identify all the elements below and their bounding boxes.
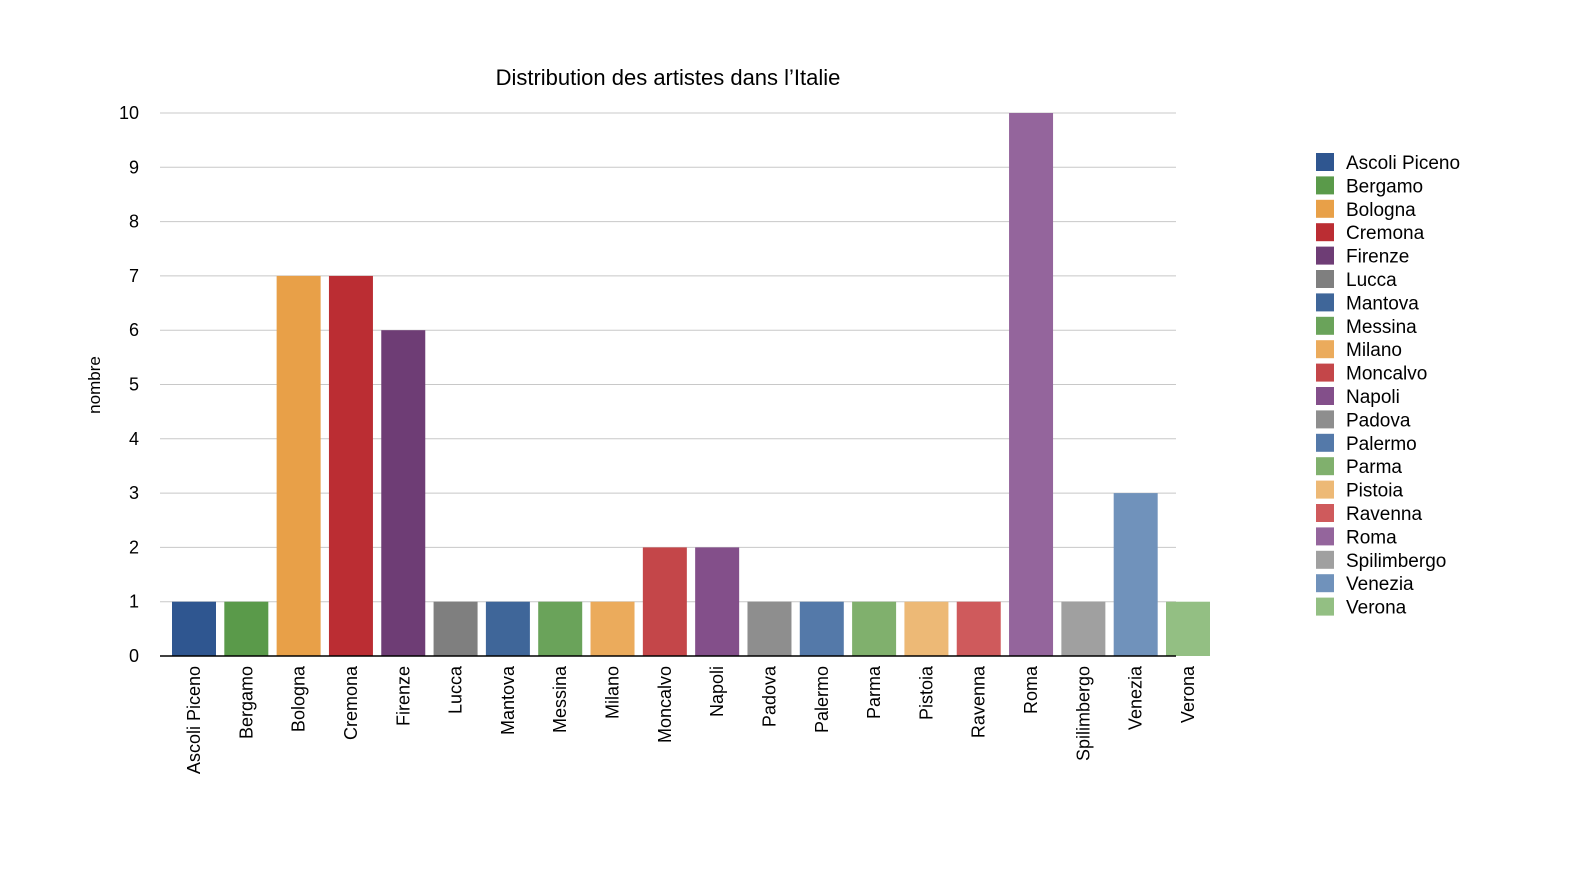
bar-venezia [1113, 493, 1158, 656]
y-tick-label: 3 [129, 483, 139, 503]
x-tick-label: Napoli [707, 666, 727, 717]
y-tick-label: 5 [129, 375, 139, 395]
bar-firenze [381, 330, 426, 656]
bar-lucca [433, 601, 478, 656]
bar-palermo [799, 601, 844, 656]
legend-label: Ascoli Piceno [1346, 153, 1460, 174]
legend-label: Lucca [1346, 270, 1397, 291]
legend-swatch [1316, 223, 1334, 242]
x-tick-label: Ascoli Piceno [184, 666, 204, 774]
x-tick-label: Messina [550, 665, 570, 733]
bar-spilimbergo [1061, 601, 1106, 656]
legend-label: Mantova [1346, 293, 1419, 314]
bar-napoli [695, 547, 740, 656]
bar-cremona [328, 275, 373, 656]
legend-swatch [1316, 527, 1334, 546]
x-tick-label: Padova [759, 665, 779, 727]
x-tick-label: Bologna [289, 665, 309, 732]
bars [172, 113, 1210, 656]
x-tick-label: Verona [1178, 665, 1198, 723]
legend-swatch [1316, 270, 1334, 288]
chart-title: Distribution des artistes dans l’Italie [496, 65, 841, 90]
x-tick-label: Lucca [446, 665, 466, 714]
x-tick-label: Palermo [812, 666, 832, 733]
x-tick-label: Pistoia [916, 665, 936, 720]
y-tick-label: 6 [129, 320, 139, 340]
y-tick-label: 7 [129, 266, 139, 286]
legend-swatch [1316, 340, 1334, 359]
x-tick-label: Milano [603, 666, 623, 719]
legend-swatch [1316, 410, 1334, 429]
x-tick-label: Firenze [393, 666, 413, 726]
x-tick-label: Venezia [1126, 665, 1146, 730]
bar-milano [590, 601, 635, 656]
x-tick-label: Roma [1021, 665, 1041, 714]
bar-messina [538, 601, 583, 656]
legend-label: Bologna [1346, 200, 1416, 221]
bar-pistoia [904, 601, 949, 656]
legend-swatch [1316, 363, 1334, 382]
legend-label: Pistoia [1346, 481, 1403, 502]
legend-swatch [1316, 550, 1334, 569]
legend-label: Moncalvo [1346, 364, 1427, 385]
bar-padova [747, 601, 792, 656]
legend-label: Roma [1346, 527, 1397, 548]
legend-label: Bergamo [1346, 176, 1423, 197]
legend-swatch [1316, 316, 1334, 335]
legend-label: Firenze [1346, 247, 1409, 268]
legend-swatch [1316, 574, 1334, 593]
bar-ravenna [956, 601, 1001, 656]
x-tick-label: Moncalvo [655, 666, 675, 743]
legend-swatch [1316, 597, 1334, 616]
legend-swatch [1316, 176, 1334, 195]
legend-swatch [1316, 199, 1334, 218]
legend-label: Palermo [1346, 434, 1417, 455]
legend-label: Napoli [1346, 387, 1400, 408]
y-axis-ticks: 0 1 2 3 4 5 6 7 8 9 10 [119, 103, 139, 666]
legend-swatch [1316, 480, 1334, 499]
x-axis-ticks: Ascoli Piceno Bergamo Bologna Cremona Firenz… [184, 665, 1198, 774]
x-tick-label: Bergamo [236, 666, 256, 739]
bar-roma [1009, 113, 1054, 656]
y-tick-label: 1 [129, 592, 139, 612]
legend-swatch [1316, 457, 1334, 476]
legend-label: Milano [1346, 340, 1402, 361]
bar-mantova [485, 601, 530, 656]
legend-label: Ravenna [1346, 504, 1422, 525]
y-tick-label: 9 [129, 157, 139, 177]
y-tick-label: 4 [129, 429, 139, 449]
legend-swatch [1316, 293, 1334, 312]
bar-bologna [276, 275, 321, 656]
y-tick-label: 2 [129, 537, 139, 557]
legend-label: Spilimbergo [1346, 551, 1446, 572]
legend-label: Verona [1346, 598, 1407, 619]
legend-swatch [1316, 504, 1334, 522]
y-tick-label: 10 [119, 103, 139, 123]
x-tick-label: Mantova [498, 665, 518, 735]
legend-label: Messina [1346, 317, 1417, 338]
legend-label: Cremona [1346, 223, 1425, 244]
bar-moncalvo [642, 547, 687, 656]
bar-bergamo [224, 601, 269, 656]
x-tick-label: Cremona [341, 665, 361, 740]
legend-label: Parma [1346, 457, 1402, 478]
legend-swatch [1316, 433, 1334, 452]
legend-swatch [1316, 246, 1334, 265]
legend-label: Venezia [1346, 574, 1414, 595]
y-axis-label: nombre [85, 356, 104, 414]
y-tick-label: 8 [129, 212, 139, 232]
bar-parma [852, 601, 897, 656]
x-tick-label: Ravenna [969, 665, 989, 738]
x-tick-label: Spilimbergo [1073, 666, 1093, 761]
bar-ascoli-piceno [172, 601, 216, 656]
y-tick-label: 0 [129, 646, 139, 666]
legend-swatch [1316, 153, 1334, 171]
legend-label: Padova [1346, 410, 1411, 431]
x-tick-label: Parma [864, 665, 884, 719]
legend-swatch [1316, 387, 1334, 405]
bar-verona [1166, 601, 1210, 656]
